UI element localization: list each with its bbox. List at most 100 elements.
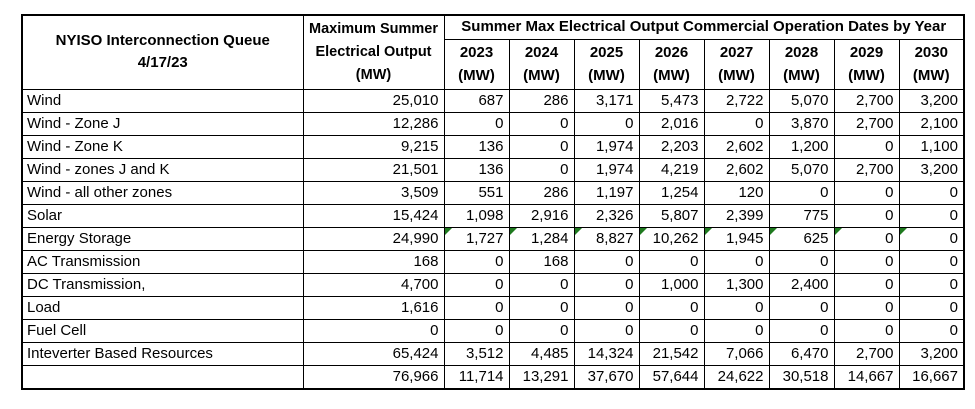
max-output-value-cell[interactable]: 4,700 (302, 272, 445, 297)
year-value-cell[interactable]: 0 (508, 111, 575, 136)
year-value-cell[interactable]: 0 (898, 249, 965, 274)
year-value-cell[interactable]: 5,807 (638, 203, 705, 228)
year-value-cell[interactable]: 0 (768, 318, 835, 343)
year-value-cell[interactable]: 1,197 (573, 180, 640, 205)
row-label-cell[interactable]: Wind (21, 88, 304, 113)
max-output-value-cell[interactable]: 0 (302, 318, 445, 343)
year-value-cell[interactable]: 0 (638, 249, 705, 274)
row-label-cell[interactable]: Wind - zones J and K (21, 157, 304, 182)
year-value-cell[interactable]: 5,070 (768, 88, 835, 113)
year-value-cell[interactable]: 21,542 (638, 341, 705, 366)
year-value-cell[interactable]: 551 (443, 180, 510, 205)
year-value-cell[interactable]: 2,700 (833, 341, 900, 366)
year-value-cell[interactable]: 0 (508, 272, 575, 297)
year-value-cell[interactable]: 775 (768, 203, 835, 228)
year-value-cell[interactable]: 0 (508, 134, 575, 159)
year-value-cell[interactable]: 3,200 (898, 157, 965, 182)
year-value-cell[interactable]: 0 (768, 249, 835, 274)
year-value-cell[interactable]: 1,300 (703, 272, 770, 297)
year-value-cell[interactable]: 0 (573, 318, 640, 343)
year-value-cell[interactable]: 2,100 (898, 111, 965, 136)
year-value-cell[interactable]: 0 (638, 295, 705, 320)
row-label-cell[interactable]: Wind - Zone K (21, 134, 304, 159)
year-header-cell-2027[interactable]: 2027 (MW) (703, 38, 770, 90)
max-output-value-cell[interactable]: 9,215 (302, 134, 445, 159)
year-header-cell-2026[interactable]: 2026 (MW) (638, 38, 705, 90)
row-label-cell[interactable]: Solar (21, 203, 304, 228)
year-value-cell[interactable]: 0 (898, 226, 965, 251)
row-label-cell[interactable]: Inteverter Based Resources (21, 341, 304, 366)
row-label-cell[interactable]: Wind - Zone J (21, 111, 304, 136)
year-value-cell[interactable]: 0 (573, 111, 640, 136)
year-value-cell[interactable]: 2,700 (833, 111, 900, 136)
year-value-cell[interactable]: 10,262 (638, 226, 705, 251)
year-value-cell[interactable]: 0 (443, 318, 510, 343)
year-value-cell[interactable]: 0 (833, 226, 900, 251)
year-value-cell[interactable]: 0 (898, 272, 965, 297)
year-value-cell[interactable]: 0 (833, 295, 900, 320)
year-value-cell[interactable]: 0 (573, 249, 640, 274)
year-value-cell[interactable]: 2,602 (703, 157, 770, 182)
year-value-cell[interactable]: 0 (573, 295, 640, 320)
year-value-cell[interactable]: 0 (703, 318, 770, 343)
year-value-cell[interactable]: 2,602 (703, 134, 770, 159)
max-output-value-cell[interactable]: 65,424 (302, 341, 445, 366)
years-group-header-cell[interactable]: Summer Max Electrical Output Commercial … (443, 14, 965, 40)
year-value-cell[interactable]: 2,700 (833, 157, 900, 182)
year-header-cell-2024[interactable]: 2024 (MW) (508, 38, 575, 90)
year-value-cell[interactable]: 0 (898, 203, 965, 228)
year-value-cell[interactable]: 1,200 (768, 134, 835, 159)
year-value-cell[interactable]: 1,974 (573, 134, 640, 159)
year-value-cell[interactable]: 0 (833, 203, 900, 228)
year-value-cell[interactable]: 0 (768, 180, 835, 205)
year-value-cell[interactable]: 0 (703, 249, 770, 274)
year-value-cell[interactable]: 5,070 (768, 157, 835, 182)
year-value-cell[interactable]: 0 (508, 318, 575, 343)
year-value-cell[interactable]: 7,066 (703, 341, 770, 366)
year-value-cell[interactable]: 37,670 (573, 364, 640, 389)
year-value-cell[interactable]: 14,667 (833, 364, 900, 389)
year-value-cell[interactable]: 13,291 (508, 364, 575, 389)
year-value-cell[interactable]: 1,284 (508, 226, 575, 251)
year-value-cell[interactable]: 24,622 (703, 364, 770, 389)
year-value-cell[interactable]: 0 (443, 295, 510, 320)
year-value-cell[interactable]: 0 (443, 111, 510, 136)
year-value-cell[interactable]: 0 (833, 180, 900, 205)
row-label-cell[interactable]: Load (21, 295, 304, 320)
year-value-cell[interactable]: 136 (443, 157, 510, 182)
year-value-cell[interactable]: 2,326 (573, 203, 640, 228)
year-value-cell[interactable]: 1,727 (443, 226, 510, 251)
year-value-cell[interactable]: 57,644 (638, 364, 705, 389)
year-header-cell-2025[interactable]: 2025 (MW) (573, 38, 640, 90)
year-value-cell[interactable]: 30,518 (768, 364, 835, 389)
year-value-cell[interactable]: 0 (833, 134, 900, 159)
max-output-value-cell[interactable]: 12,286 (302, 111, 445, 136)
year-header-cell-2023[interactable]: 2023 (MW) (443, 38, 510, 90)
year-value-cell[interactable]: 3,200 (898, 341, 965, 366)
year-value-cell[interactable]: 687 (443, 88, 510, 113)
year-value-cell[interactable]: 4,485 (508, 341, 575, 366)
max-summer-output-header-cell[interactable]: Maximum Summer Electrical Output (MW) (302, 14, 445, 90)
max-output-value-cell[interactable]: 25,010 (302, 88, 445, 113)
year-value-cell[interactable]: 2,700 (833, 88, 900, 113)
year-value-cell[interactable]: 14,324 (573, 341, 640, 366)
year-value-cell[interactable]: 625 (768, 226, 835, 251)
year-value-cell[interactable]: 16,667 (898, 364, 965, 389)
year-value-cell[interactable]: 2,722 (703, 88, 770, 113)
year-value-cell[interactable]: 1,945 (703, 226, 770, 251)
year-value-cell[interactable]: 120 (703, 180, 770, 205)
year-value-cell[interactable]: 6,470 (768, 341, 835, 366)
year-value-cell[interactable]: 1,098 (443, 203, 510, 228)
year-value-cell[interactable]: 3,200 (898, 88, 965, 113)
year-value-cell[interactable]: 2,916 (508, 203, 575, 228)
year-value-cell[interactable]: 286 (508, 180, 575, 205)
year-value-cell[interactable]: 8,827 (573, 226, 640, 251)
row-label-cell[interactable]: Wind - all other zones (21, 180, 304, 205)
year-value-cell[interactable]: 4,219 (638, 157, 705, 182)
row-label-cell[interactable]: Energy Storage (21, 226, 304, 251)
year-value-cell[interactable]: 2,400 (768, 272, 835, 297)
table-title-cell[interactable]: NYISO Interconnection Queue 4/17/23 (21, 14, 304, 90)
year-value-cell[interactable]: 286 (508, 88, 575, 113)
row-label-cell[interactable]: DC Transmission, (21, 272, 304, 297)
max-output-value-cell[interactable]: 1,616 (302, 295, 445, 320)
